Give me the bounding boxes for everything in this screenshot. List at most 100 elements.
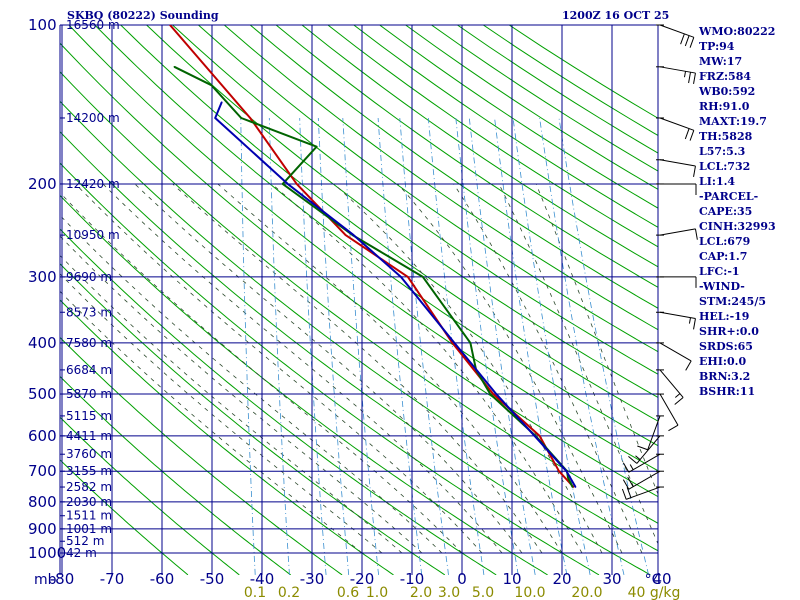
adiabats-layer [60, 25, 658, 575]
height-label: 12420 m [66, 177, 120, 191]
mixing-ratio-tick-label: 1.0 [366, 585, 388, 600]
mixing-ratio-line [240, 117, 256, 575]
mixing-ratio-line [455, 117, 519, 575]
sounding-time: 1200Z 16 OCT 25 [562, 9, 670, 22]
dry-adiabat-line [249, 25, 658, 309]
height-label: 6684 m [66, 363, 112, 377]
mixing-ratio-tick-label: 2.0 [410, 585, 432, 600]
index-item: MW:17 [699, 55, 743, 68]
wind-barb [656, 369, 684, 405]
dewpoint-data-point [469, 342, 472, 344]
mixing-ratio-line [399, 117, 449, 575]
temperature-tick-label: -70 [100, 570, 125, 588]
index-item: WB0:592 [699, 85, 756, 98]
temperature-tick-label: -50 [200, 570, 225, 588]
index-item: BSHR:11 [699, 385, 756, 398]
parcel-profile-line [214, 101, 577, 488]
dewpoint-data-point [567, 476, 569, 479]
wind-barb [637, 415, 664, 451]
wind-barb [656, 66, 696, 84]
index-item: LCL:679 [699, 235, 751, 248]
index-item: L57:5.3 [699, 145, 746, 158]
wind-barb [656, 393, 679, 432]
pressure-tick-label: 400 [28, 334, 57, 352]
temperature-profile-line [169, 25, 575, 488]
index-item: FRZ:584 [699, 70, 752, 83]
temperature-tick-label: -40 [250, 570, 275, 588]
mixing-ratio-tick-label: 0.2 [278, 585, 300, 600]
mixing-ratio-line [558, 117, 649, 575]
temperature-data-point [344, 234, 347, 236]
index-item: HEL:-19 [699, 310, 750, 323]
pressure-tick-label: 1000 [28, 544, 66, 562]
height-label: 8573 m [66, 305, 112, 319]
x-axis-unit-label: °C [645, 572, 662, 588]
height-label: 10950 m [66, 228, 120, 242]
pressure-tick-label: 100 [28, 16, 57, 34]
mixing-ratio-line [317, 117, 350, 575]
temperature-tick-label: 20 [552, 570, 571, 588]
pressure-tick-label: 900 [28, 520, 57, 538]
temperature-tick-label: 40 [652, 570, 671, 588]
dewpoint-data-point [422, 276, 424, 278]
mixing-ratio-tick-label: 0.1 [244, 585, 266, 600]
temperature-tick-label: -60 [150, 570, 175, 588]
mixing-ratio-line [268, 117, 290, 575]
temperature-data-point [169, 25, 171, 26]
pressure-tick-label: 200 [28, 175, 57, 193]
wind-barb [621, 486, 664, 500]
dewpoint-data-point [240, 117, 243, 119]
mixing-ratio-tick-label: 3.0 [438, 585, 460, 600]
index-item: SRDS:65 [699, 340, 753, 353]
pressure-tick-label: 500 [28, 385, 57, 403]
parcel-data-point [220, 101, 223, 103]
parcel-data-point [565, 470, 568, 473]
mixing-ratio-line [494, 117, 568, 575]
mixing-ratio-line [342, 117, 379, 575]
height-label: 42 m [66, 546, 97, 560]
temperature-tick-label: -30 [300, 570, 325, 588]
mixing-ratio-line [427, 117, 485, 575]
dewpoint-data-point [281, 183, 284, 185]
dry-adiabat-line [172, 25, 658, 375]
y-axis-unit-label: mb [34, 572, 57, 588]
temperature-data-point [558, 470, 560, 473]
index-item: SHR+:0.0 [699, 325, 759, 338]
height-label: 7580 m [66, 336, 112, 350]
dry-adiabat-line [275, 25, 658, 288]
index-item: RH:91.0 [699, 100, 750, 113]
height-label: 2030 m [66, 495, 112, 509]
mixing-ratio-line [299, 117, 327, 575]
parcel-data-point [533, 435, 536, 437]
stability-indices: WMO:80222 TP:94 MW:17 FRZ:584 WB0:592 RH:91.0… [699, 24, 776, 399]
height-label: 1511 m [66, 509, 112, 523]
temperature-data-point [492, 393, 495, 395]
height-label: 3760 m [66, 447, 112, 461]
height-label: 4411 m [66, 429, 112, 443]
wind-barbs-layer [621, 24, 698, 500]
index-item: TP:94 [699, 40, 735, 53]
mixing-ratio-tick-label: 0.6 [337, 585, 359, 600]
height-label: 14200 m [66, 111, 120, 125]
pressure-tick-label: 800 [28, 493, 57, 511]
temperature-tick-label: -10 [400, 570, 425, 588]
pressure-tick-label: 600 [28, 427, 57, 445]
index-item: CINH:32993 [699, 220, 776, 233]
mixing-ratio-tick-label: 5.0 [472, 585, 494, 600]
height-label: 512 m [66, 534, 104, 548]
moist-adiabat-line [498, 183, 658, 545]
temperature-data-point [295, 183, 298, 185]
height-label: 5870 m [66, 387, 112, 401]
wind-barb [656, 159, 696, 177]
wind-barb [656, 228, 698, 240]
index-item: WMO:80222 [699, 25, 776, 38]
parcel-data-point [400, 276, 402, 278]
moist-adiabat-line [60, 214, 443, 554]
parcel-data-point [495, 393, 498, 395]
mixing-ratio-line [512, 117, 591, 575]
dewpoint-data-point [571, 486, 574, 488]
temperature-tick-label: 30 [602, 570, 621, 588]
series-layer [169, 25, 577, 488]
